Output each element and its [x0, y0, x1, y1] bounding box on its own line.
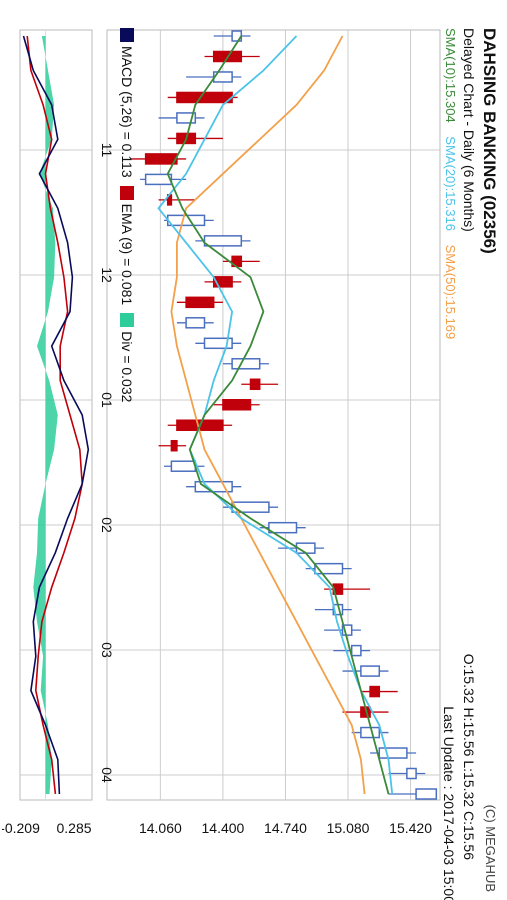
- candle-body: [166, 214, 206, 227]
- candle-body: [144, 173, 173, 186]
- sma50-line: [170, 35, 366, 795]
- candle-body: [415, 788, 438, 800]
- candle-body: [406, 767, 417, 780]
- x-tick-label: 12: [99, 267, 115, 283]
- div-legend-label: Div = 0.032: [119, 331, 135, 403]
- macd-legend-label: MACD (5,26) = 0.113: [119, 46, 135, 178]
- div-legend-item: Div = 0.032: [119, 313, 135, 402]
- candle-body: [185, 317, 206, 329]
- candle-body: [369, 685, 381, 698]
- candle-body: [203, 235, 243, 247]
- candle-body: [203, 337, 233, 350]
- macd-plot-frame: [19, 29, 93, 801]
- candle-body: [144, 153, 178, 165]
- y-tick-label: 14.060: [139, 820, 182, 836]
- candle-body: [314, 562, 344, 575]
- ema-line: [26, 35, 84, 795]
- candle-body: [268, 521, 298, 534]
- y-tick-label: 14.740: [264, 820, 307, 836]
- y-tick-label: 14.400: [201, 820, 244, 836]
- macd-legend-item: MACD (5,26) = 0.113: [119, 28, 135, 178]
- candle-body: [176, 91, 233, 104]
- price-plot-frame: [106, 29, 441, 801]
- ema-legend-item: EMA (9) = 0.081: [119, 185, 135, 306]
- sma10-line: [166, 35, 390, 795]
- x-tick-label: 01: [99, 392, 115, 408]
- div-area: [33, 36, 58, 794]
- candle-body: [170, 439, 178, 452]
- candle-body: [360, 726, 381, 739]
- candle-body: [231, 501, 270, 513]
- candle-body: [249, 378, 261, 391]
- x-tick-label: 02: [99, 517, 115, 533]
- y-tick-label: 15.080: [327, 820, 370, 836]
- macd-y-tick-label: 0.285: [56, 820, 91, 836]
- candle-body: [350, 644, 362, 657]
- x-tick-label: 04: [99, 767, 115, 783]
- macd-line: [22, 35, 90, 795]
- candle-body: [185, 296, 215, 309]
- y-tick-label: 15.420: [389, 820, 432, 836]
- candle-body: [360, 665, 381, 677]
- x-tick-label: 03: [99, 642, 115, 658]
- candle-body: [231, 358, 261, 370]
- candle-body: [222, 399, 252, 411]
- macd-legend: MACD (5,26) = 0.113 EMA (9) = 0.081 Div …: [119, 28, 135, 410]
- macd-y-tick-label: -0.209: [2, 820, 40, 836]
- candle-body: [378, 747, 408, 759]
- x-tick-label: 11: [99, 143, 115, 158]
- ema-swatch: [120, 185, 134, 200]
- ema-legend-label: EMA (9) = 0.081: [119, 203, 135, 306]
- div-swatch: [120, 313, 134, 328]
- candle-body: [170, 460, 197, 472]
- macd-swatch: [120, 28, 134, 42]
